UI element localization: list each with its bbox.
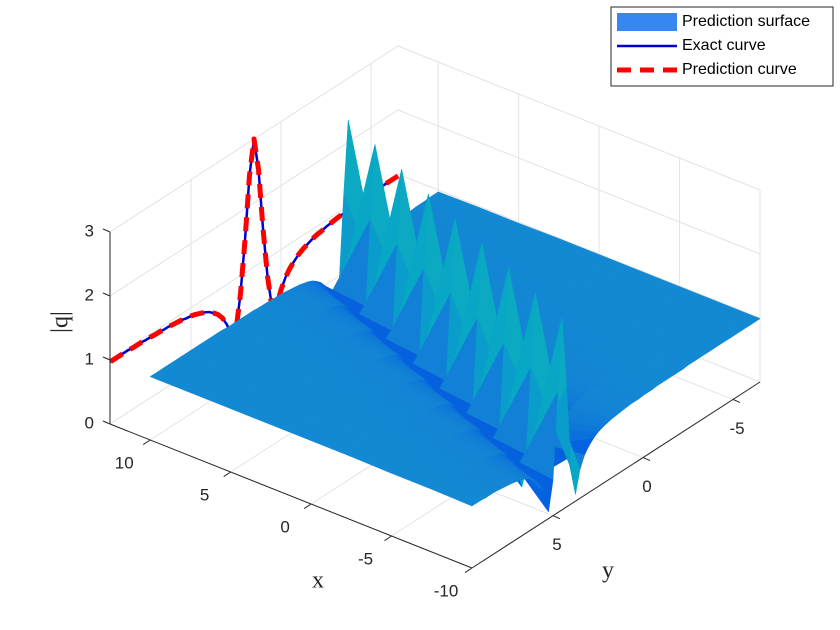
grid-line <box>397 45 761 191</box>
legend-label: Exact curve <box>682 37 766 54</box>
y-tick-label: -5 <box>729 419 744 438</box>
z-tick <box>102 228 111 233</box>
x-tick <box>303 503 312 510</box>
z-tick-label: 1 <box>85 349 94 368</box>
z-tick-label: 2 <box>85 285 94 304</box>
surface <box>149 119 761 512</box>
x-tick <box>142 439 151 446</box>
x-tick-label: -5 <box>358 549 373 568</box>
x-tick-label: -10 <box>434 581 459 600</box>
x-axis <box>109 423 473 569</box>
z-tick <box>102 420 111 425</box>
x-axis-title: x <box>312 568 324 594</box>
legend: Prediction surface Exact curve Prediction … <box>610 6 834 87</box>
y-tick-label: 5 <box>552 535 561 554</box>
x-tick-label: 0 <box>280 517 289 536</box>
x-tick-label: 5 <box>200 485 209 504</box>
y-tick <box>732 398 741 403</box>
legend-label: Prediction surface <box>682 13 810 30</box>
x-tick <box>223 471 231 478</box>
z-tick-label: 3 <box>85 221 94 240</box>
y-tick-label: 0 <box>642 477 651 496</box>
grid-line <box>397 109 761 255</box>
legend-patch <box>617 13 677 31</box>
z-tick <box>102 292 111 297</box>
z-tick-label: 0 <box>85 413 94 432</box>
grid-line <box>397 173 761 319</box>
y-axis <box>471 381 761 569</box>
y-tick <box>552 515 561 520</box>
legend-label: Prediction curve <box>682 61 797 78</box>
z-axis-title: |q| <box>48 311 74 333</box>
surface-cell <box>431 486 477 507</box>
axes: -10 -5 0 5 10 -5 0 5 0 1 2 3 <box>85 221 761 600</box>
x-tick-label: 10 <box>115 453 134 472</box>
y-axis-title: y <box>602 558 614 584</box>
z-tick <box>102 356 111 361</box>
x-tick <box>464 567 473 574</box>
x-tick <box>384 535 392 542</box>
y-tick <box>642 457 651 462</box>
